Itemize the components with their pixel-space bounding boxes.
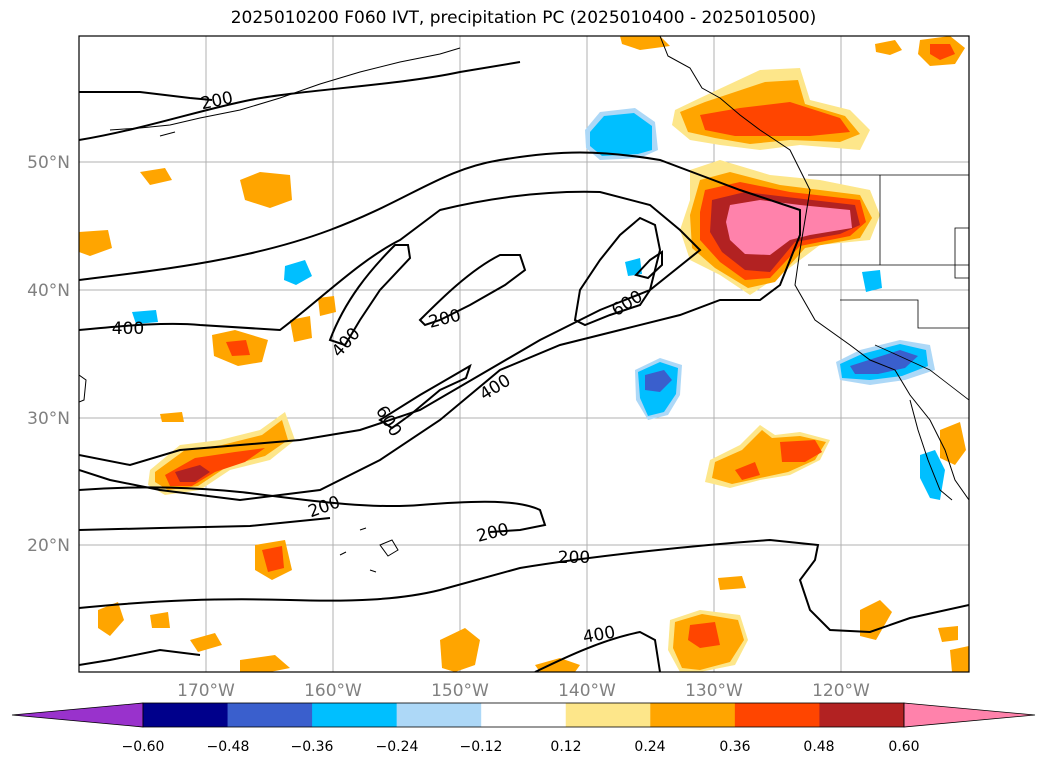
colorbar-segment: [819, 703, 905, 727]
colorbar-segment: [312, 703, 398, 727]
precip-shading: [79, 36, 969, 672]
colorbar-tick: −0.36: [291, 739, 334, 755]
colorbar-tick: 0.12: [550, 739, 581, 755]
lat-label: 50°N: [27, 153, 70, 173]
colorbar-tick: 0.36: [719, 739, 750, 755]
lon-label: 160°W: [304, 681, 362, 701]
colorbar-extend-low: [11, 702, 144, 728]
political-borders: [808, 174, 969, 401]
longitude-labels: 170°W 160°W 150°W 140°W 130°W 120°W: [177, 681, 870, 701]
contour-label: 200: [558, 548, 590, 568]
colorbar-segment: [481, 703, 567, 727]
ivt-contours: [79, 61, 969, 672]
colorbar-tick: −0.60: [122, 739, 165, 755]
lat-label: 20°N: [27, 536, 70, 556]
lon-label: 150°W: [431, 681, 489, 701]
map-title: 2025010200 F060 IVT, precipitation PC (2…: [230, 8, 817, 28]
lon-label: 170°W: [177, 681, 235, 701]
colorbar-tick: −0.12: [460, 739, 503, 755]
colorbar-tick: −0.48: [207, 739, 250, 755]
colorbar-segment: [650, 703, 736, 727]
colorbar-segment: [227, 703, 313, 727]
lon-label: 120°W: [812, 681, 870, 701]
lon-label: 130°W: [685, 681, 743, 701]
contour-label: 400: [112, 319, 144, 339]
colorbar-extend-high: [903, 702, 1036, 728]
lon-label: 140°W: [558, 681, 616, 701]
colorbar: [11, 702, 1036, 728]
colorbar-tick: 0.24: [634, 739, 665, 755]
colorbar-segment: [143, 703, 229, 727]
colorbar-ticks: −0.60 −0.48 −0.36 −0.24 −0.12 0.12 0.24 …: [122, 739, 920, 755]
colorbar-segment: [565, 703, 651, 727]
colorbar-tick: 0.60: [888, 739, 919, 755]
colorbar-tick: 0.48: [803, 739, 834, 755]
lat-label: 30°N: [27, 409, 70, 429]
colorbar-frame: [142, 702, 905, 728]
colorbar-segment: [734, 703, 820, 727]
colorbar-segment: [396, 703, 482, 727]
map-frame: [78, 35, 970, 673]
latitude-labels: 50°N 40°N 30°N 20°N: [27, 153, 70, 556]
lat-label: 40°N: [27, 281, 70, 301]
coastlines: [79, 36, 969, 573]
colorbar-tick: −0.24: [376, 739, 419, 755]
